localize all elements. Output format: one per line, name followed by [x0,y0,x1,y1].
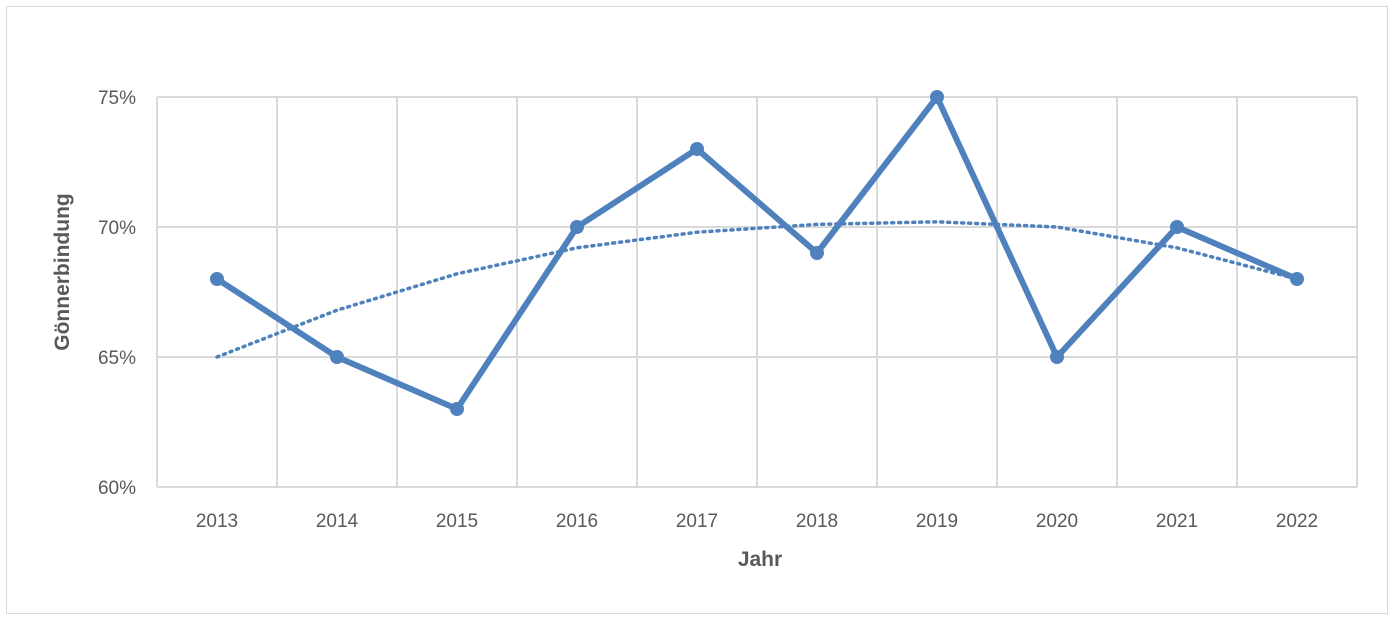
x-axis-title: Jahr [738,548,782,571]
trendline-layer [215,220,1299,359]
trendline [215,220,1299,359]
data-point [1170,220,1184,234]
data-point [1290,272,1304,286]
x-tick-label: 2014 [316,511,359,532]
y-axis-title: Gönnerbindung [51,193,74,350]
data-point [330,350,344,364]
y-tick-labels: 60% 65% 70% 75% [98,88,136,499]
series-line [215,94,1299,412]
y-tick-label: 75% [98,88,136,109]
data-point [210,272,224,286]
data-point [1050,350,1064,364]
x-tick-label: 2019 [916,511,958,532]
grid [156,96,1358,488]
data-point [570,220,584,234]
x-tick-label: 2017 [676,511,718,532]
data-point [810,246,824,260]
data-point [450,402,464,416]
x-tick-label: 2018 [796,511,838,532]
x-tick-label: 2015 [436,511,478,532]
y-tick-label: 65% [98,348,136,369]
chart-frame [6,6,1388,614]
x-tick-labels: 2013 2014 2015 2016 2017 2018 2019 2020 2021 2022 [196,511,1318,532]
x-tick-label: 2013 [196,511,238,532]
y-tick-label: 70% [98,218,136,239]
data-point [930,90,944,104]
y-tick-label: 60% [98,478,136,499]
x-tick-label: 2020 [1036,511,1078,532]
x-tick-label: 2016 [556,511,598,532]
x-tick-label: 2021 [1156,511,1198,532]
data-point [690,142,704,156]
x-tick-label: 2022 [1276,511,1318,532]
series-layer [210,90,1304,416]
